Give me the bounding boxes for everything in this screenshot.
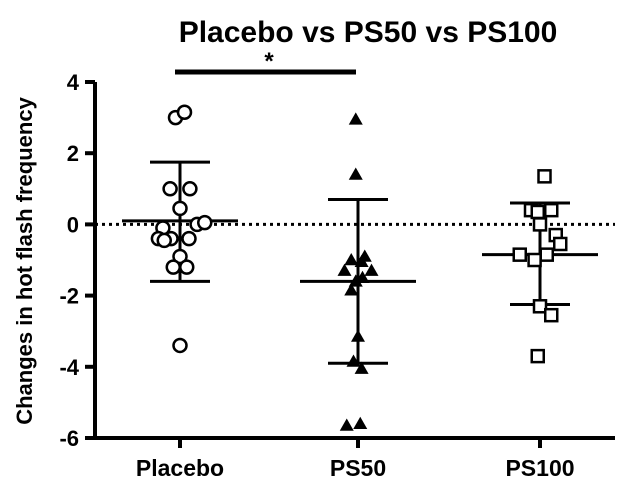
point-square xyxy=(532,217,548,232)
point-circle xyxy=(179,259,195,275)
point-circle xyxy=(172,248,188,265)
point-circle xyxy=(172,200,188,217)
series-ps100 xyxy=(512,169,568,364)
point-triangle xyxy=(344,283,359,296)
point-circle xyxy=(182,181,198,197)
point-circle xyxy=(176,104,193,121)
point-circle xyxy=(162,181,178,197)
point-circle xyxy=(181,230,197,247)
point-triangle xyxy=(355,270,370,284)
point-triangle xyxy=(337,263,352,276)
axes: 4 2 0 -2 -4 -6 Placebo PS50 PS100 xyxy=(59,70,615,478)
y-tick-label: -6 xyxy=(59,426,79,451)
point-square xyxy=(530,204,545,220)
point-triangle xyxy=(346,354,361,367)
point-triangle xyxy=(339,418,354,431)
point-circle xyxy=(197,214,213,231)
series-ps50 xyxy=(337,112,379,431)
point-triangle xyxy=(364,263,379,276)
data-points xyxy=(150,104,568,431)
point-circle xyxy=(172,337,188,354)
point-square xyxy=(527,252,542,268)
point-square xyxy=(532,299,548,314)
series-placebo xyxy=(150,104,213,354)
point-square xyxy=(530,348,545,364)
point-circle xyxy=(165,259,181,275)
x-tick-label-placebo: Placebo xyxy=(136,455,224,478)
point-square xyxy=(553,236,568,252)
point-circle xyxy=(156,232,172,249)
point-triangle xyxy=(351,329,365,342)
point-square xyxy=(544,202,559,218)
point-square xyxy=(539,247,554,262)
x-tick-label-ps100: PS100 xyxy=(505,455,574,478)
y-tick-label: -4 xyxy=(59,355,79,380)
significance-bracket: * xyxy=(175,48,356,75)
y-tick-label: 4 xyxy=(67,70,80,95)
point-triangle xyxy=(353,416,368,430)
point-square xyxy=(537,169,552,184)
point-square xyxy=(544,307,559,323)
significance-star: * xyxy=(264,48,274,75)
point-triangle xyxy=(348,167,363,180)
point-square xyxy=(512,247,527,262)
y-tick-label: 2 xyxy=(67,141,79,166)
chart-title: Placebo vs PS50 vs PS100 xyxy=(179,16,558,49)
y-tick-label: -2 xyxy=(59,284,79,309)
x-tick-label-ps50: PS50 xyxy=(330,455,386,478)
point-triangle xyxy=(348,112,363,125)
point-triangle xyxy=(354,361,369,374)
y-tick-label: 0 xyxy=(67,212,79,237)
point-triangle xyxy=(354,254,369,268)
point-triangle xyxy=(344,253,359,266)
y-axis-label: Changes in hot flash frequency xyxy=(12,96,37,424)
point-triangle xyxy=(348,274,363,287)
